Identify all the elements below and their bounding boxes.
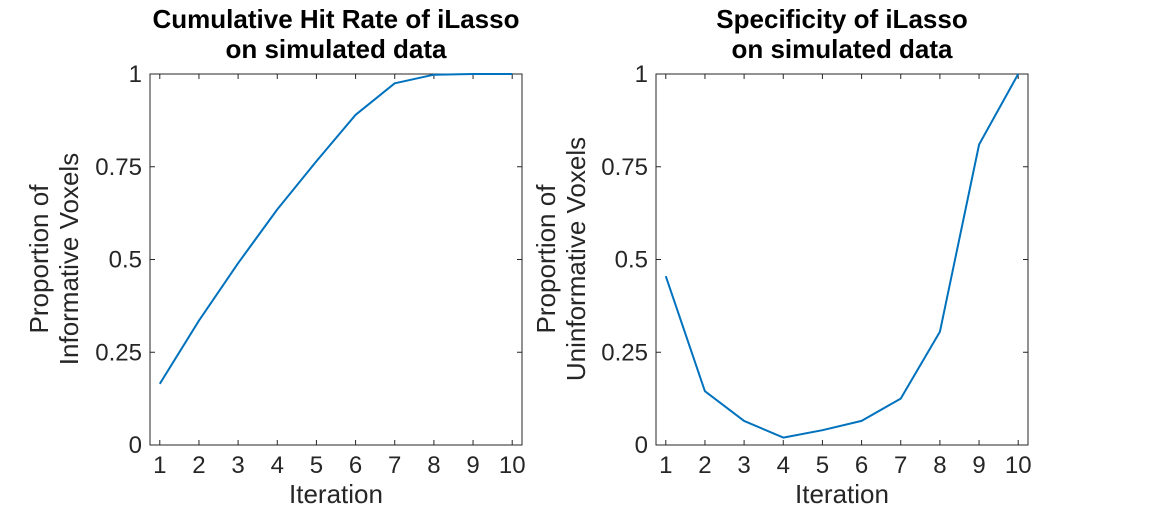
x-tick-label: 6 bbox=[349, 452, 362, 479]
y-axis-label-line-2: Uninformative Voxels bbox=[561, 137, 591, 381]
x-tick-label: 7 bbox=[894, 452, 907, 479]
series-line bbox=[158, 73, 513, 385]
y-tick-label: 0.5 bbox=[109, 247, 142, 274]
chart-title-line-1: Cumulative Hit Rate of iLasso bbox=[153, 4, 520, 34]
x-tick-label: 9 bbox=[972, 452, 985, 479]
x-tick-label: 3 bbox=[737, 452, 750, 479]
x-axis-label: Iteration bbox=[795, 479, 889, 509]
chart-title-line-1: Specificity of iLasso bbox=[716, 4, 967, 34]
x-tick-label: 8 bbox=[933, 452, 946, 479]
y-tick-label: 0.75 bbox=[601, 154, 648, 181]
y-axis-label-line-2: Informative Voxels bbox=[54, 153, 84, 365]
y-tick-label: 0.25 bbox=[601, 339, 648, 366]
axes-box bbox=[655, 73, 1029, 446]
y-axis-label-line-1: Proportion of bbox=[24, 184, 54, 334]
y-tick-label: 1 bbox=[129, 61, 142, 88]
y-tick-label: 1 bbox=[635, 61, 648, 88]
x-axis-label: Iteration bbox=[289, 479, 383, 509]
y-tick-label: 0.25 bbox=[95, 339, 142, 366]
axes-box bbox=[149, 73, 523, 446]
chart-title-line-2: on simulated data bbox=[731, 34, 953, 64]
y-tick-label: 0 bbox=[635, 432, 648, 459]
y-tick-label: 0.5 bbox=[615, 247, 648, 274]
x-tick-label: 2 bbox=[698, 452, 711, 479]
x-tick-label: 2 bbox=[192, 452, 205, 479]
x-tick-label: 10 bbox=[499, 452, 526, 479]
chart-panel-hit-rate: Cumulative Hit Rate of iLasso on simulat… bbox=[24, 4, 526, 509]
x-tick-label: 1 bbox=[153, 452, 166, 479]
x-tick-label: 8 bbox=[427, 452, 440, 479]
y-tick-label: 0 bbox=[129, 432, 142, 459]
x-tick-label: 10 bbox=[1005, 452, 1032, 479]
chart-panel-specificity: Specificity of iLasso on simulated data … bbox=[531, 4, 1032, 509]
y-tick-label: 0.75 bbox=[95, 154, 142, 181]
x-tick-label: 7 bbox=[388, 452, 401, 479]
x-tick-label: 6 bbox=[855, 452, 868, 479]
chart-title-line-2: on simulated data bbox=[225, 34, 447, 64]
x-tick-label: 3 bbox=[231, 452, 244, 479]
x-tick-label: 5 bbox=[310, 452, 323, 479]
x-tick-label: 4 bbox=[271, 452, 284, 479]
x-tick-label: 4 bbox=[777, 452, 790, 479]
x-tick-label: 9 bbox=[466, 452, 479, 479]
x-tick-label: 1 bbox=[659, 452, 672, 479]
series-line bbox=[664, 73, 1020, 439]
x-tick-label: 5 bbox=[816, 452, 829, 479]
y-axis-label-line-1: Proportion of bbox=[531, 184, 561, 334]
